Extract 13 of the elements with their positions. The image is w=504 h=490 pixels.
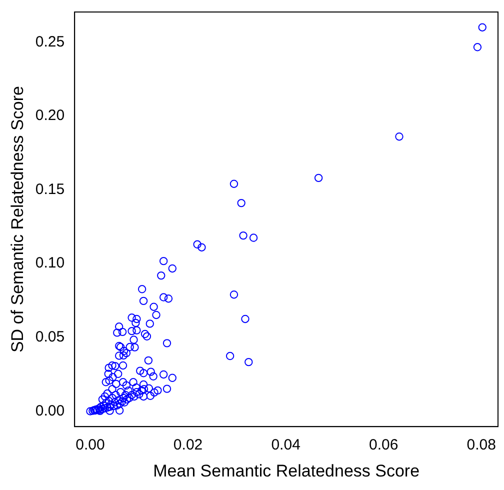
y-tick-label: 0.10 bbox=[35, 254, 65, 272]
y-tick-label: 0.20 bbox=[35, 107, 65, 124]
x-axis-title: Mean Semantic Relatedness Score bbox=[153, 461, 420, 480]
y-axis-title: SD of Semantic Relatedness Score bbox=[8, 86, 27, 353]
x-tick-label: 0.04 bbox=[271, 436, 300, 454]
y-tick-label: 0.00 bbox=[35, 402, 65, 420]
y-tick-label: 0.15 bbox=[35, 180, 65, 198]
x-tick-label: 0.02 bbox=[173, 436, 203, 454]
x-tick-label: 0.08 bbox=[466, 436, 496, 454]
y-tick-label: 0.25 bbox=[35, 33, 65, 50]
y-tick-label: 0.05 bbox=[35, 328, 65, 346]
x-tick-label: 0.06 bbox=[368, 436, 398, 454]
x-tick-label: 0.00 bbox=[76, 436, 105, 454]
